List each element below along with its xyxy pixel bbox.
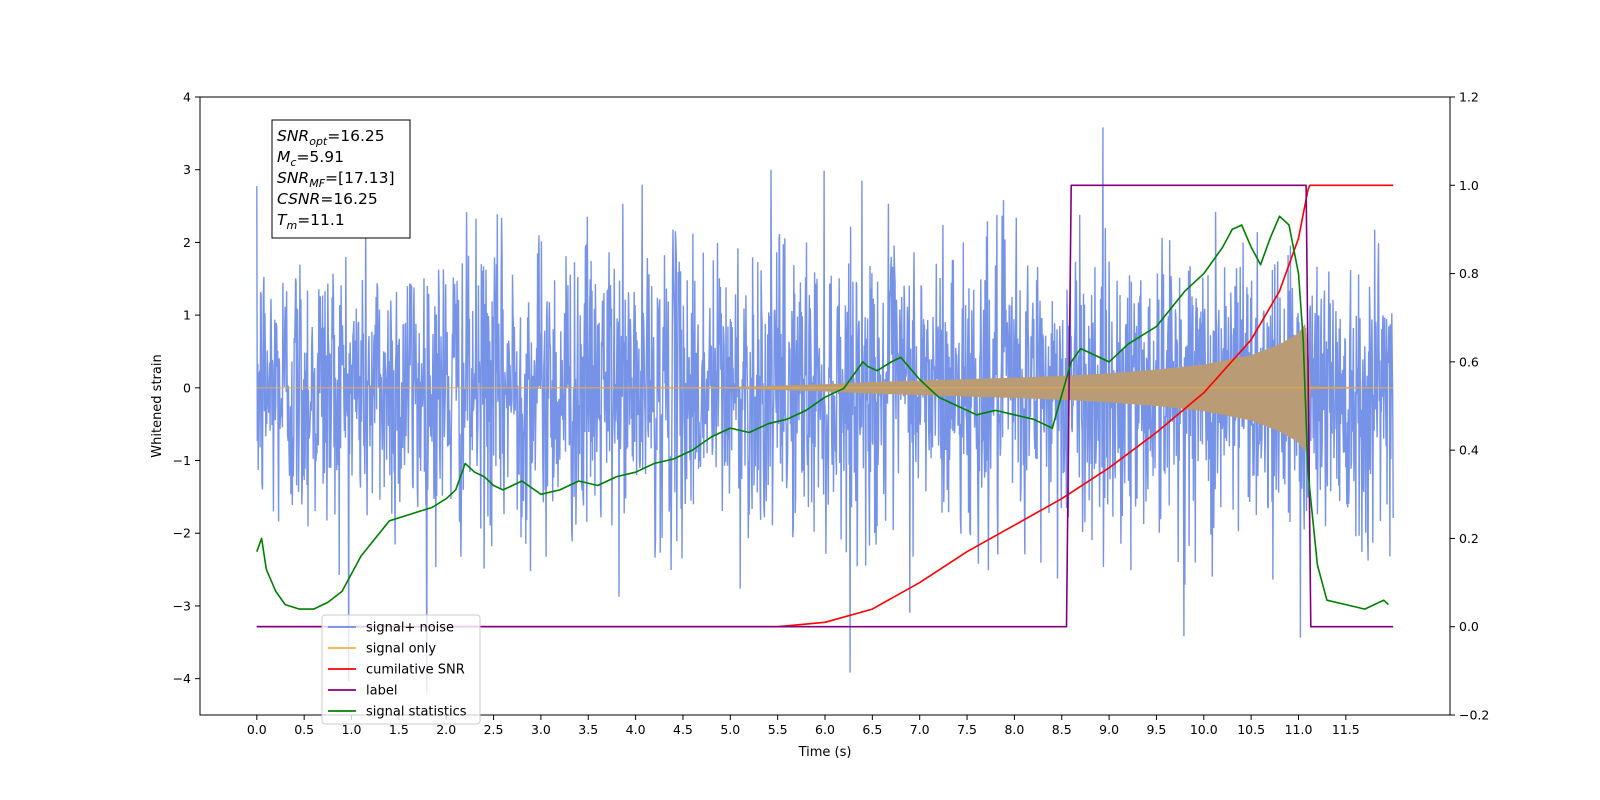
x-tick-label: 11.0 <box>1285 722 1313 737</box>
signal-noise-line <box>256 127 1394 693</box>
y2-tick-label: 0.6 <box>1459 354 1479 369</box>
y2-tick-label: −0.2 <box>1459 708 1489 723</box>
x-axis: 0.0 0.5 1.0 1.5 2.0 2.5 3.0 3.5 4.0 4.5 5.0 5.5 6.0 6… <box>247 715 1360 737</box>
y-tick-label: 0 <box>183 380 191 395</box>
x-tick-label: 2.0 <box>436 722 456 737</box>
x-tick-label: 0.0 <box>247 722 267 737</box>
annotation-value: =16.25 <box>327 127 384 145</box>
legend-frame <box>321 614 481 725</box>
x-tick-label: 7.0 <box>910 722 930 737</box>
annotation-subscript: c <box>290 156 296 169</box>
legend-label: signal+ noise <box>366 621 454 636</box>
x-tick-label: 3.5 <box>578 722 598 737</box>
x-tick-label: 5.0 <box>720 722 740 737</box>
annotation-value: =5.91 <box>296 148 344 166</box>
y2-tick-label: 1.0 <box>1459 178 1479 193</box>
y-axis: 4 3 2 1 0 −1 −2 −3 −4 <box>173 90 200 686</box>
annotation-symbol: CSNR <box>277 190 320 208</box>
x-tick-label: 5.5 <box>768 722 788 737</box>
annotation-line: Tm=11.1 <box>277 211 345 232</box>
x-tick-label: 4.0 <box>626 722 646 737</box>
y2-tick-label: 0.2 <box>1459 531 1479 546</box>
line-series <box>256 184 1394 628</box>
y-tick-label: 1 <box>183 308 191 323</box>
annotation-symbol: T <box>277 211 288 229</box>
annotation-value: =[17.13] <box>325 169 394 187</box>
annotation-line: Mc=5.91 <box>277 148 344 169</box>
x-tick-label: 3.0 <box>531 722 551 737</box>
y-tick-label: 4 <box>183 90 191 105</box>
annotation-value: =16.25 <box>320 190 377 208</box>
annotation-box: SNRopt=16.25Mc=5.91SNRMF=[17.13]CSNR=16.… <box>271 119 411 239</box>
annotation-value: =11.1 <box>297 211 345 229</box>
y2-tick-label: 0.0 <box>1459 619 1479 634</box>
series-line-4 <box>256 184 1394 628</box>
x-tick-label: 8.0 <box>1004 722 1024 737</box>
y2-tick-label: 0.4 <box>1459 443 1479 458</box>
x-tick-label: 10.5 <box>1237 722 1265 737</box>
noise-series <box>256 127 1394 693</box>
legend-label: label <box>366 684 397 699</box>
annotation-subscript: m <box>286 219 297 232</box>
y-axis-label: Whitened strain <box>150 354 165 457</box>
legend-label: signal only <box>366 642 436 657</box>
x-tick-label: 1.5 <box>389 722 409 737</box>
x-tick-label: 2.5 <box>484 722 504 737</box>
y2-tick-label: 0.8 <box>1459 266 1479 281</box>
y-tick-label: 2 <box>183 235 191 250</box>
x-tick-label: 11.5 <box>1332 722 1360 737</box>
signal-series <box>256 323 1394 452</box>
x-tick-label: 0.5 <box>294 722 314 737</box>
x-tick-label: 9.0 <box>1099 722 1119 737</box>
x-tick-label: 9.5 <box>1146 722 1166 737</box>
x-tick-label: 4.5 <box>673 722 693 737</box>
x-tick-label: 7.5 <box>957 722 977 737</box>
x-axis-label: Time (s) <box>798 745 852 760</box>
annotation-symbol: SNR <box>277 127 309 145</box>
annotation-subscript: MF <box>309 177 325 190</box>
x-tick-label: 6.0 <box>815 722 835 737</box>
x-tick-label: 10.0 <box>1190 722 1218 737</box>
legend: signal+ noise signal only cumilative SNR la… <box>321 614 481 725</box>
y-tick-label: −2 <box>173 526 191 541</box>
annotation-line: SNRMF=[17.13] <box>277 169 395 190</box>
annotation-frame <box>271 119 411 239</box>
annotation-symbol: M <box>277 148 290 166</box>
series-line-3 <box>256 184 1394 628</box>
y2-axis: 1.2 1.0 0.8 0.6 0.4 0.2 0.0 −0.2 <box>1450 90 1489 723</box>
series-line-5 <box>256 215 1389 610</box>
legend-label: cumilative SNR <box>366 663 465 678</box>
x-tick-label: 6.5 <box>862 722 882 737</box>
y2-tick-label: 1.2 <box>1459 90 1479 105</box>
legend-label: signal statistics <box>366 705 467 720</box>
y-tick-label: −1 <box>173 453 191 468</box>
annotation-subscript: opt <box>309 135 328 148</box>
y-tick-label: −3 <box>173 598 191 613</box>
y-tick-label: −4 <box>173 671 191 686</box>
annotation-symbol: SNR <box>277 169 309 187</box>
annotation-line: CSNR=16.25 <box>277 190 378 208</box>
x-tick-label: 1.0 <box>342 722 362 737</box>
annotation-line: SNRopt=16.25 <box>277 127 385 148</box>
x-tick-label: 8.5 <box>1052 722 1072 737</box>
y-tick-label: 3 <box>183 162 191 177</box>
